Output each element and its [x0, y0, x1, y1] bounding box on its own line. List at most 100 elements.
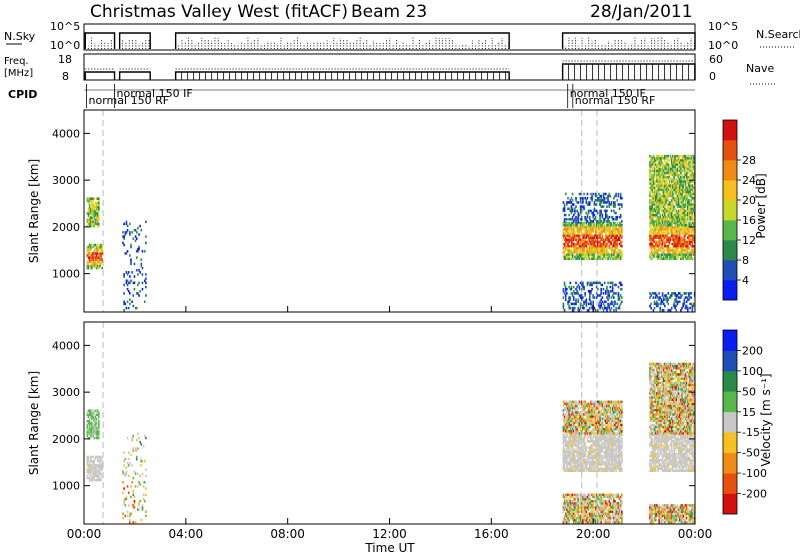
heatmap-cell: [571, 215, 574, 219]
heatmap-cell: [569, 427, 572, 431]
heatmap-cell: [664, 218, 666, 221]
heatmap-cell: [657, 302, 659, 306]
heatmap-cell: [143, 250, 146, 253]
heatmap-cell: [605, 437, 607, 441]
heatmap-cell: [580, 240, 583, 244]
heatmap-cell: [615, 218, 617, 221]
heatmap-cell: [598, 448, 600, 451]
heatmap-cell: [566, 234, 568, 237]
heatmap-cell: [129, 233, 131, 236]
heatmap-cell: [579, 249, 582, 252]
heatmap-cell: [675, 304, 678, 308]
heatmap-cell: [672, 154, 674, 158]
heatmap-cell: [564, 427, 567, 431]
heatmap-cell: [674, 156, 676, 160]
heatmap-cell: [680, 255, 682, 258]
heatmap-cell: [649, 253, 651, 256]
heatmap-cell: [593, 306, 596, 310]
heatmap-cell: [93, 210, 96, 213]
heatmap-cell: [664, 186, 666, 189]
heatmap-cell: [675, 244, 678, 248]
heatmap-cell: [594, 238, 597, 242]
heatmap-cell: [93, 411, 96, 415]
heatmap-cell: [92, 474, 94, 478]
heatmap-cell: [690, 188, 693, 192]
heatmap-cell: [89, 260, 92, 264]
heatmap-cell: [593, 218, 596, 221]
heatmap-cell: [613, 465, 615, 468]
heatmap-cell: [654, 205, 657, 208]
heatmap-cell: [96, 220, 99, 224]
heatmap-cell: [600, 290, 603, 293]
heatmap-cell: [134, 520, 137, 524]
heatmap-cell: [596, 236, 599, 239]
heatmap-cell: [594, 230, 597, 233]
heatmap-cell: [652, 175, 655, 179]
heatmap-cell: [583, 207, 585, 210]
heatmap-cell: [588, 415, 591, 418]
heatmap-cell: [579, 406, 582, 410]
heatmap-cell: [608, 253, 611, 256]
heatmap-cell: [600, 411, 603, 414]
heatmap-cell: [576, 465, 578, 468]
heatmap-cell: [616, 454, 619, 458]
heatmap-cell: [579, 419, 582, 422]
heatmap-cell: [599, 209, 601, 213]
heatmap-cell: [658, 171, 660, 175]
heatmap-cell: [89, 245, 92, 249]
heatmap-cell: [673, 240, 675, 244]
heatmap-cell: [601, 247, 604, 250]
heatmap-cell: [678, 167, 681, 171]
heatmap-cell: [653, 159, 656, 162]
heatmap-cell: [126, 279, 129, 283]
heatmap-cell: [572, 433, 575, 437]
heatmap-cell: [676, 221, 679, 225]
heatmap-cell: [569, 244, 572, 248]
heatmap-cell: [94, 205, 97, 209]
heatmap-cell: [574, 302, 576, 306]
heatmap-cell: [575, 425, 577, 429]
heatmap-cell: [681, 173, 683, 177]
heatmap-cell: [654, 232, 657, 235]
heatmap-cell: [578, 413, 581, 416]
heatmap-cell: [613, 232, 615, 235]
heatmap-cell: [579, 199, 582, 202]
heatmap-cell: [656, 156, 658, 160]
heatmap-cell: [603, 242, 606, 246]
heatmap-cell: [661, 186, 664, 189]
heatmap-cell: [101, 266, 104, 270]
heatmap-cell: [588, 408, 591, 412]
heatmap-cell: [571, 223, 574, 227]
heatmap-cell: [588, 454, 591, 458]
heatmap-cell: [598, 467, 600, 470]
heatmap-cell: [595, 408, 598, 412]
heatmap-cell: [580, 423, 583, 427]
heatmap-cell: [145, 285, 147, 289]
heatmap-cell: [665, 194, 667, 198]
heatmap-cell: [615, 433, 617, 437]
heatmap-cell: [598, 461, 600, 464]
heatmap-cell: [574, 236, 576, 239]
heatmap-cell: [616, 247, 619, 250]
heatmap-cell: [654, 190, 657, 194]
heatmap-cell: [677, 175, 680, 179]
heatmap-cell: [656, 201, 658, 204]
heatmap-cell: [685, 244, 688, 248]
heatmap-cell: [680, 215, 682, 219]
heatmap-cell: [134, 239, 137, 243]
heatmap-cell: [660, 253, 663, 256]
heatmap-cell: [657, 182, 659, 185]
heatmap-cell: [133, 470, 136, 473]
heatmap-cell: [566, 240, 568, 244]
y-tick-label: 4000: [52, 127, 80, 140]
heatmap-cell: [662, 302, 665, 306]
heatmap-cell: [95, 214, 98, 217]
heatmap-cell: [594, 442, 597, 445]
heatmap-cell: [678, 173, 681, 177]
heatmap-cell: [585, 302, 588, 306]
heatmap-cell: [666, 161, 668, 164]
heatmap-cell: [600, 236, 603, 239]
heatmap-cell: [659, 159, 662, 162]
heatmap-cell: [131, 231, 133, 234]
heatmap-cell: [649, 201, 651, 204]
